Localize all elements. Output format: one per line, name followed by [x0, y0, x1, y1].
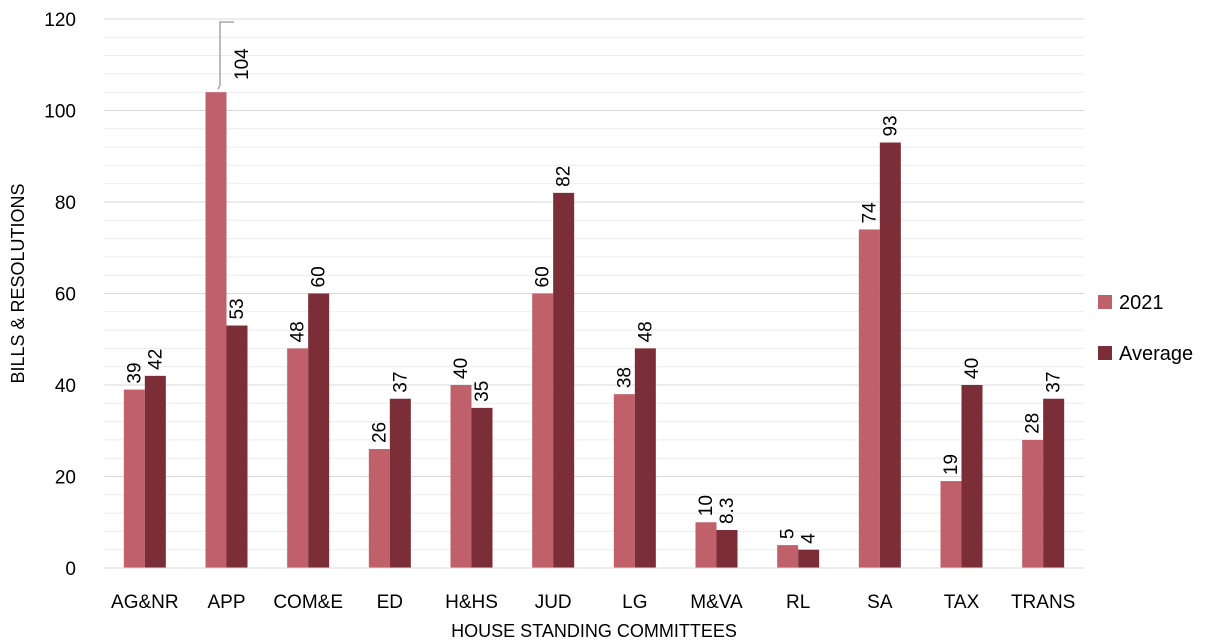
- data-label: 53: [227, 298, 248, 319]
- data-label: 39: [124, 362, 145, 383]
- x-category-label: H&HS: [445, 592, 498, 613]
- bar-average: [716, 530, 738, 568]
- data-label: 82: [554, 166, 575, 187]
- bar-average: [879, 142, 901, 568]
- bar-average: [1043, 398, 1065, 568]
- x-category-label: TRANS: [1011, 592, 1075, 613]
- data-label: 48: [288, 321, 309, 342]
- bar-average: [634, 348, 656, 568]
- bar-2021: [777, 545, 799, 568]
- legend: 2021 Average: [1098, 292, 1193, 365]
- y-tick-label: 100: [44, 102, 76, 123]
- y-tick-label: 20: [55, 468, 76, 489]
- data-label: 8.3: [717, 498, 738, 524]
- data-label: 4: [799, 533, 820, 544]
- gridlines: [104, 18, 1084, 551]
- bar-2021: [613, 394, 635, 568]
- bar-2021: [532, 293, 554, 568]
- x-category-label: TAX: [944, 592, 980, 613]
- data-label: 19: [941, 454, 962, 475]
- bar-2021: [205, 92, 227, 568]
- data-label: 38: [614, 367, 635, 388]
- bar-average: [961, 385, 983, 568]
- data-label: 104: [232, 48, 253, 80]
- bar-2021: [368, 449, 390, 568]
- bar-2021: [287, 348, 309, 568]
- data-label: 10: [696, 495, 717, 516]
- bar-average: [226, 325, 248, 568]
- bar-average: [471, 407, 493, 568]
- y-tick-label: 40: [55, 376, 76, 397]
- leader-line: [217, 21, 234, 90]
- data-label: 26: [369, 422, 390, 443]
- y-tick-label: 60: [55, 285, 76, 306]
- data-label: 37: [390, 372, 411, 393]
- bar-2021: [450, 385, 472, 568]
- y-tick-label: 120: [44, 10, 76, 31]
- data-label: 5: [778, 529, 799, 540]
- x-category-label: ED: [377, 592, 403, 613]
- data-labels: 39 104 48 26 40 60 38 10 5 74 19 28 42 53 60 37 35 82 48 8.…: [124, 21, 1065, 544]
- x-axis-title: HOUSE STANDING COMMITTEES: [451, 621, 737, 641]
- data-label: 35: [472, 381, 493, 402]
- data-label: 48: [635, 321, 656, 342]
- data-label: 60: [533, 266, 554, 287]
- bar-average: [798, 549, 820, 568]
- bar-average: [389, 398, 411, 568]
- bar-2021: [858, 229, 880, 568]
- x-category-label: JUD: [535, 592, 572, 613]
- x-category-label: RL: [786, 592, 810, 613]
- x-category-label: AG&NR: [111, 592, 179, 613]
- y-axis-title: BILLS & RESOLUTIONS: [8, 183, 28, 383]
- x-category-label: COM&E: [273, 592, 343, 613]
- x-category-label: M&VA: [690, 592, 743, 613]
- legend-swatch-2021: [1098, 295, 1112, 309]
- bars: [123, 92, 1065, 568]
- bar-2021: [1022, 439, 1044, 568]
- y-axis-ticks: 0 20 40 60 80 100 120: [44, 10, 76, 580]
- x-category-label: SA: [867, 592, 893, 613]
- legend-label: Average: [1119, 343, 1193, 365]
- data-label: 74: [859, 202, 880, 224]
- x-axis-categories: AG&NR APP COM&E ED H&HS JUD LG M&VA RL SA TAX TRANS: [111, 592, 1075, 613]
- y-tick-label: 80: [55, 193, 76, 214]
- bar-2021: [940, 481, 962, 568]
- bar-average: [308, 293, 330, 568]
- data-label: 40: [451, 358, 472, 379]
- x-category-label: LG: [622, 592, 647, 613]
- bar-2021: [123, 389, 145, 568]
- legend-label: 2021: [1119, 292, 1164, 314]
- data-label: 28: [1023, 413, 1044, 434]
- bar-average: [553, 192, 575, 568]
- data-label: 40: [962, 358, 983, 379]
- data-label: 42: [145, 349, 166, 370]
- y-tick-label: 0: [65, 559, 76, 580]
- data-label: 60: [309, 266, 330, 287]
- legend-swatch-average: [1098, 346, 1112, 360]
- bar-average: [144, 375, 166, 568]
- x-category-label: APP: [207, 592, 245, 613]
- data-label: 37: [1044, 372, 1065, 393]
- data-label: 93: [880, 115, 901, 136]
- bar-2021: [695, 522, 717, 568]
